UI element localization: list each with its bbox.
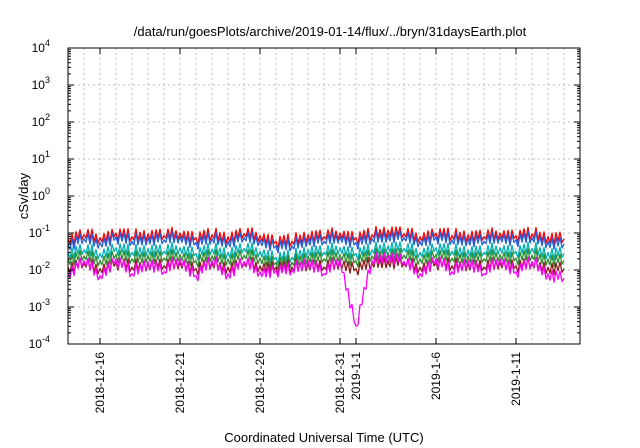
y-tick-exponent: -3 (42, 297, 50, 307)
x-tick-label: 2018-12-31 (333, 352, 347, 414)
y-tick-exponent: 1 (45, 149, 50, 159)
x-tick-label: 2019-1-1 (349, 352, 363, 400)
y-tick-base: 10 (32, 189, 46, 203)
y-tick-base: 10 (32, 152, 46, 166)
chart-title: /data/run/goesPlots/archive/2019-01-14/f… (134, 24, 527, 39)
y-axis-label: cSv/day (16, 172, 31, 219)
y-tick-exponent: 2 (45, 112, 50, 122)
y-tick-base: 10 (32, 41, 46, 55)
x-tick-label: 2018-12-16 (93, 352, 107, 414)
y-tick-label: 104 (32, 38, 50, 55)
y-tick-label: 101 (32, 149, 50, 166)
grid (68, 48, 580, 344)
y-tick-exponent: 4 (45, 38, 50, 48)
x-tick-label: 2019-1-6 (429, 352, 443, 400)
y-tick-label: 102 (32, 112, 50, 129)
series-group (67, 225, 565, 327)
series-line-1 (67, 225, 565, 249)
y-tick-exponent: 3 (45, 75, 50, 85)
y-tick-label: 10-2 (29, 260, 50, 277)
y-tick-base: 10 (29, 226, 43, 240)
y-tick-exponent: -2 (42, 260, 50, 270)
x-axis-label: Coordinated Universal Time (UTC) (224, 430, 423, 445)
y-tick-base: 10 (29, 300, 43, 314)
y-tick-exponent: -4 (42, 334, 50, 344)
y-tick-exponent: -1 (42, 223, 50, 233)
x-tick-label: 2018-12-26 (253, 352, 267, 414)
x-tick-labels: 2018-12-16 2018-12-21 2018-12-26 2018-12-31… (93, 352, 523, 414)
series-line-2 (67, 230, 565, 254)
y-tick-base: 10 (29, 337, 43, 351)
y-tick-label: 10-4 (29, 334, 50, 351)
y-tick-base: 10 (29, 263, 43, 277)
series-line-6 (67, 251, 565, 327)
ticks (68, 47, 580, 345)
x-tick-label: 2018-12-21 (173, 352, 187, 414)
y-tick-base: 10 (32, 115, 46, 129)
y-tick-label: 10-3 (29, 297, 50, 314)
series-line-3 (67, 241, 565, 265)
y-tick-base: 10 (32, 78, 46, 92)
y-tick-label: 100 (32, 186, 50, 203)
y-tick-label: 103 (32, 75, 50, 92)
series-line-4 (67, 247, 565, 271)
x-tick-label: 2019-1-11 (509, 352, 523, 406)
y-tick-exponent: 0 (45, 186, 50, 196)
y-tick-label: 10-1 (29, 223, 50, 240)
